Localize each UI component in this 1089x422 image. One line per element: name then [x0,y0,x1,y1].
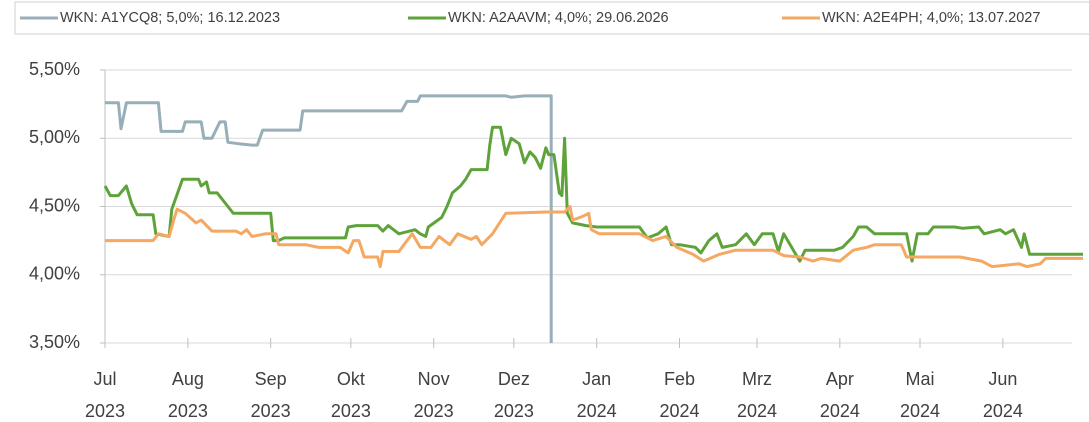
x-tick-label: Mrz 2024 [737,369,777,421]
x-tick-label-line: 2023 [251,401,291,421]
series-line [105,94,553,343]
x-tick-label: Mai 2024 [900,369,940,421]
y-tick-label: 5,50% [29,59,80,79]
x-tick-label-line: 2024 [820,401,860,421]
x-tick-label-line: Dez [498,369,530,389]
legend-box [14,1,1089,35]
series-line [105,205,1083,269]
x-tick-label-line: 2023 [168,401,208,421]
x-tick-label-line: 2023 [414,401,454,421]
x-tick-label: Apr 2024 [820,369,860,421]
y-tick-label: 3,50% [29,332,80,352]
x-tick-label-line: Mrz [742,369,772,389]
x-tick-label-line: Feb [664,369,695,389]
x-tick-label-line: 2024 [900,401,940,421]
x-tick-label-line: Okt [337,369,365,389]
x-tick-label-line: 2024 [983,401,1023,421]
legend-label: WKN: A2E4PH; 4,0%; 13.07.2027 [822,10,1040,26]
x-tick-label: Sep 2023 [251,369,291,421]
x-tick-label: Feb 2024 [659,369,699,421]
x-tick-label: Jan 2024 [577,369,617,421]
x-tick-label-line: 2024 [737,401,777,421]
x-tick-label-line: 2024 [577,401,617,421]
x-tick-label: Jun 2024 [983,369,1023,421]
x-tick-label-line: Jun [988,369,1017,389]
x-tick-label-line: 2024 [659,401,699,421]
x-tick-label: Aug 2023 [168,369,208,421]
x-tick-label-line: Nov [418,369,450,389]
x-tick-label: Dez 2023 [494,369,534,421]
x-tick-label-line: 2023 [494,401,534,421]
x-tick-label: Okt 2023 [331,369,371,421]
legend-label: WKN: A1YCQ8; 5,0%; 16.12.2023 [60,10,280,26]
legend-label: WKN: A2AAVM; 4,0%; 29.06.2026 [448,10,669,26]
x-tick-label-line: Mai [905,369,934,389]
x-tick-label-line: Apr [826,369,854,389]
y-tick-label: 4,50% [29,195,80,215]
x-tick-label-line: 2023 [85,401,125,421]
x-tick-label-line: Aug [172,369,204,389]
x-tick-label-line: Sep [255,369,287,389]
series-line [103,125,1083,263]
x-tick-label-line: Jan [582,369,611,389]
y-tick-label: 5,00% [29,127,80,147]
y-tick-label: 4,00% [29,264,80,284]
x-tick-label: Nov 2023 [414,369,454,421]
x-tick-label: Jul 2023 [85,369,125,421]
x-tick-label-line: Jul [93,369,116,389]
x-tick-label-line: 2023 [331,401,371,421]
